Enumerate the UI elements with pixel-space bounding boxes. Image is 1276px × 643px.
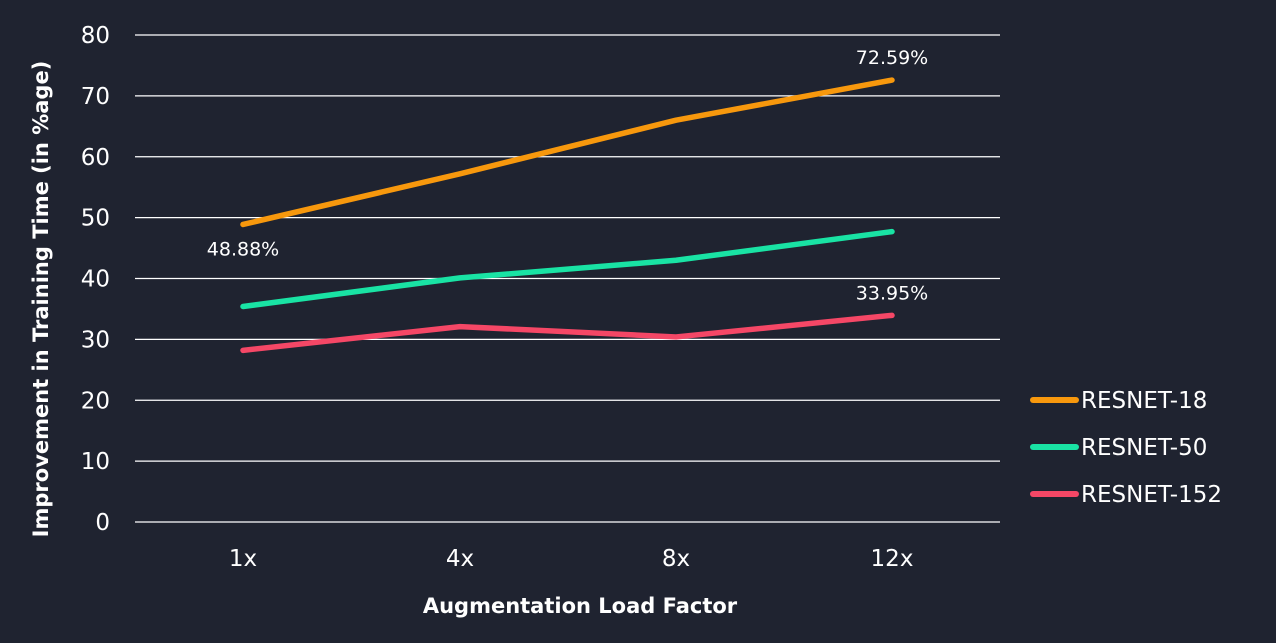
legend-item: RESNET-50: [1030, 435, 1207, 461]
series-line-resnet-18: [240, 77, 895, 228]
y-tick-label: 70: [81, 84, 110, 110]
data-label: 33.95%: [856, 282, 928, 304]
x-tick-label: 1x: [229, 546, 257, 572]
legend-label: RESNET-18: [1081, 388, 1207, 414]
data-label: 48.88%: [207, 238, 279, 260]
legend-item: RESNET-18: [1030, 388, 1207, 414]
legend: RESNET-18 RESNET-50 RESNET-152: [1030, 388, 1222, 508]
series-lines: [240, 77, 895, 354]
y-tick-label: 30: [81, 327, 110, 353]
y-tick-label: 80: [81, 23, 110, 49]
y-tick-label: 40: [81, 267, 110, 293]
y-axis-title: Improvement in Training Time (in %age): [29, 61, 53, 538]
y-tick-label: 0: [95, 510, 110, 536]
x-tick-label: 4x: [446, 546, 474, 572]
x-axis-title: Augmentation Load Factor: [423, 594, 738, 618]
legend-label: RESNET-152: [1081, 482, 1222, 508]
data-label: 72.59%: [856, 47, 928, 69]
x-axis-ticks: 1x 4x 8x 12x: [229, 546, 914, 572]
y-axis-ticks: 0 10 20 30 40 50 60 70 80: [81, 23, 110, 536]
y-tick-label: 20: [81, 388, 110, 414]
legend-item: RESNET-152: [1030, 482, 1222, 508]
series-line-resnet-152: [240, 312, 895, 354]
series-line-resnet-50: [240, 228, 895, 310]
y-tick-label: 50: [81, 206, 110, 232]
data-labels: 48.88% 72.59% 33.95%: [207, 47, 928, 304]
x-tick-label: 8x: [662, 546, 690, 572]
legend-label: RESNET-50: [1081, 435, 1207, 461]
x-tick-label: 12x: [871, 546, 914, 572]
y-tick-label: 60: [81, 145, 110, 171]
y-tick-label: 10: [81, 449, 110, 475]
gridlines: [135, 34, 1000, 523]
